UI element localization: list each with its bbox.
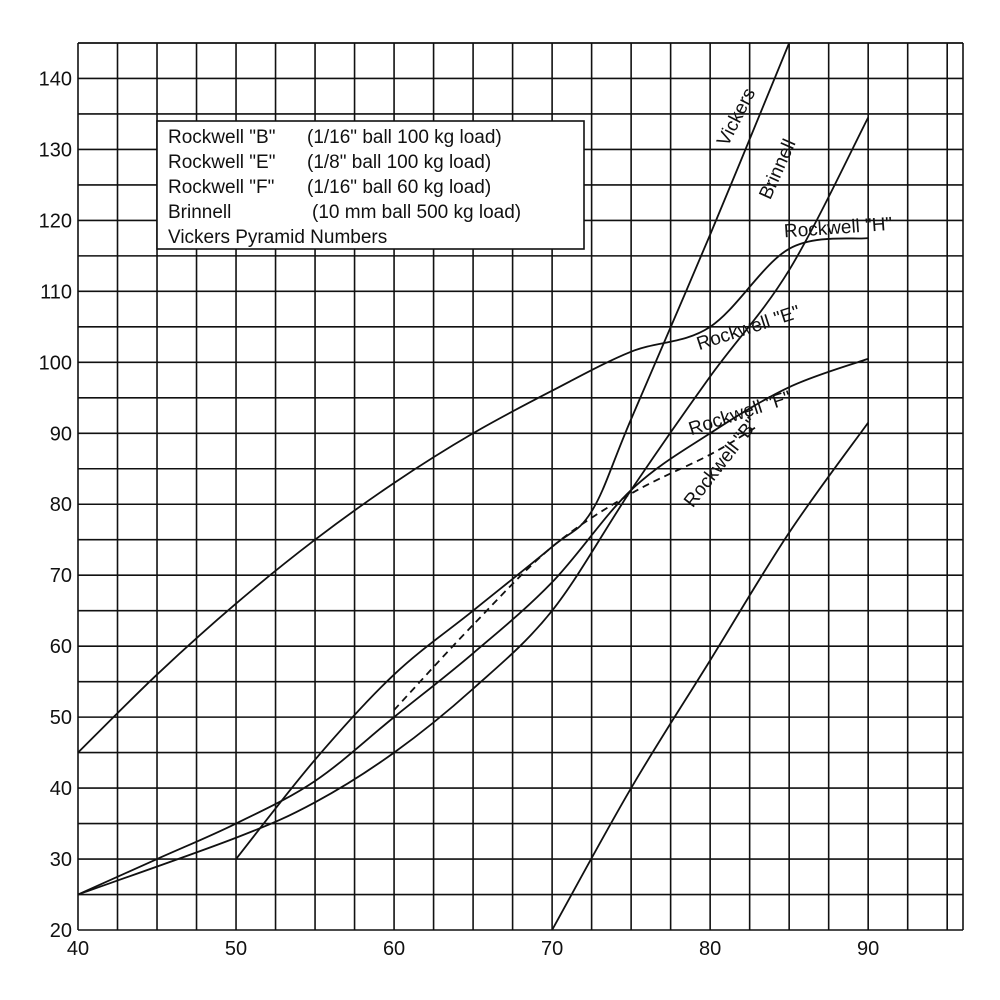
curve-rockwell-b [551,422,869,931]
legend-entry-name: Vickers Pyramid Numbers [168,227,387,248]
curve-brinnell [77,117,869,896]
x-tick-label: 50 [225,938,247,960]
y-tick-label: 100 [39,352,72,374]
x-tick-label: 70 [541,938,563,960]
y-tick-label: 80 [50,494,72,516]
curve-vickers [235,42,790,860]
y-tick-label: 120 [39,210,72,232]
x-tick-label: 60 [383,938,405,960]
y-tick-label: 140 [39,68,72,90]
legend-entry-name: Rockwell "F" [168,177,274,198]
legend-box [156,120,585,250]
legend-entry-desc: (10 mm ball 500 kg load) [312,202,521,223]
y-tick-label: 130 [39,139,72,161]
x-tick-label: 80 [699,938,721,960]
legend-entry-desc: (1/8" ball 100 kg load) [307,152,491,173]
curve-rockwell-e [77,357,869,896]
curve-label-brinnell: Brinnell [756,136,801,202]
curve-rockwell-h [77,237,869,754]
y-tick-label: 50 [50,707,72,729]
y-tick-label: 60 [50,636,72,658]
curve-label-rockwell-h: Rockwell "H" [783,214,893,243]
legend-entry-desc: (1/16" ball 100 kg load) [307,127,502,148]
y-tick-label: 40 [50,778,72,800]
legend-entry-name: Brinnell [168,202,231,223]
y-tick-label: 30 [50,849,72,871]
axis-ticks: 40 50 60 70 80 90 20 30 40 50 60 70 80 90 100 110 120 130… [39,68,880,960]
legend-entry-name: Rockwell "B" [168,127,275,148]
legend-entry-name: Rockwell "E" [168,152,275,173]
y-tick-label: 110 [40,281,72,303]
y-tick-label: 20 [50,920,72,942]
legend: Rockwell "B" (1/16" ball 100 kg load) Rock… [156,120,585,250]
curve-label-vickers: Vickers [713,85,760,150]
x-tick-label: 90 [857,938,879,960]
y-tick-label: 70 [50,565,72,587]
x-tick-label: 40 [67,938,89,960]
y-tick-label: 90 [50,423,72,445]
legend-entry-desc: (1/16" ball 60 kg load) [307,177,491,198]
curves [77,42,869,931]
